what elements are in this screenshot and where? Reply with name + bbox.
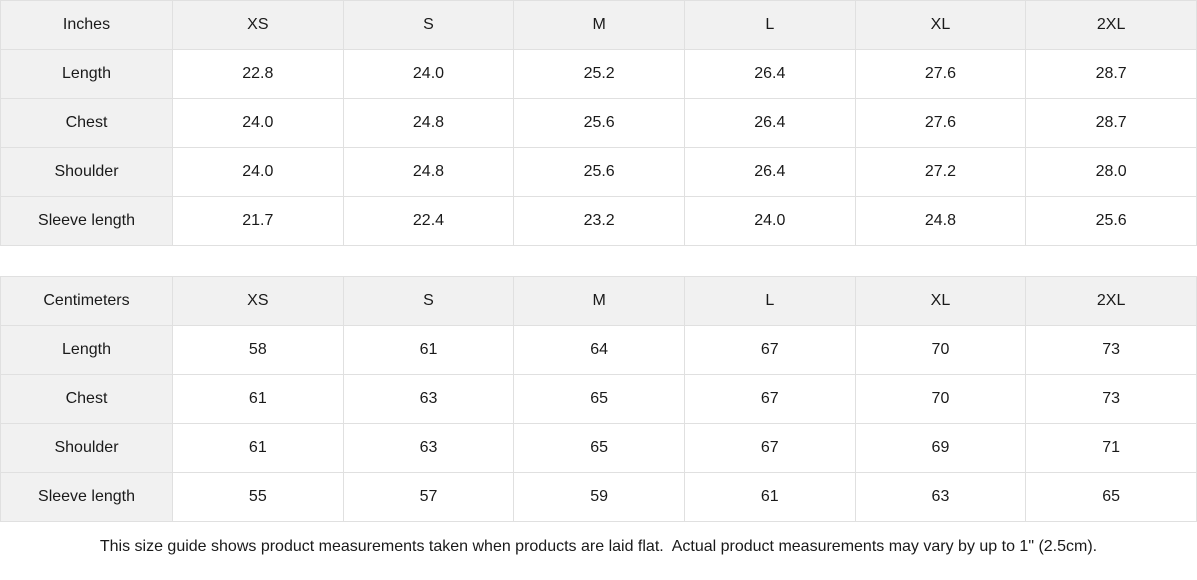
unit-header-cell: Inches [0, 0, 173, 50]
measurement-value-cell: 70 [854, 325, 1027, 375]
measurement-value-cell: 24.8 [342, 98, 515, 148]
size-header-cell: XS [172, 276, 344, 326]
measurement-value-cell: 61 [683, 472, 856, 522]
header-row: Centimeters XS S M L XL 2XL [0, 276, 1197, 326]
unit-header-cell: Centimeters [0, 276, 173, 326]
size-header-cell: M [513, 276, 685, 326]
measurement-value-cell: 61 [172, 423, 344, 473]
measurement-value-cell: 25.6 [1025, 196, 1197, 246]
table-row: Sleeve length 55 57 59 61 63 65 [0, 472, 1197, 522]
measurement-value-cell: 24.0 [342, 49, 515, 99]
measurement-value-cell: 28.0 [1025, 147, 1197, 197]
size-header-cell: L [683, 0, 856, 50]
measurement-value-cell: 28.7 [1025, 98, 1197, 148]
table-row: Shoulder 24.0 24.8 25.6 26.4 27.2 28.0 [0, 147, 1197, 197]
measurement-label-cell: Chest [0, 374, 173, 424]
size-header-cell: 2XL [1025, 0, 1197, 50]
measurement-value-cell: 55 [172, 472, 344, 522]
measurement-value-cell: 63 [854, 472, 1027, 522]
measurement-value-cell: 61 [342, 325, 515, 375]
measurement-value-cell: 26.4 [683, 147, 856, 197]
measurement-value-cell: 67 [683, 374, 856, 424]
table-row: Length 58 61 64 67 70 73 [0, 325, 1197, 375]
table-row: Length 22.8 24.0 25.2 26.4 27.6 28.7 [0, 49, 1197, 99]
measurement-value-cell: 70 [854, 374, 1027, 424]
measurement-value-cell: 24.0 [172, 147, 344, 197]
measurement-label-cell: Chest [0, 98, 173, 148]
measurement-value-cell: 73 [1025, 374, 1197, 424]
size-header-cell: S [342, 0, 515, 50]
measurement-value-cell: 22.8 [172, 49, 344, 99]
measurement-value-cell: 59 [513, 472, 685, 522]
measurement-label-cell: Length [0, 49, 173, 99]
table-row: Chest 61 63 65 67 70 73 [0, 374, 1197, 424]
measurement-value-cell: 67 [683, 325, 856, 375]
measurement-value-cell: 26.4 [683, 49, 856, 99]
measurement-value-cell: 22.4 [342, 196, 515, 246]
measurement-value-cell: 21.7 [172, 196, 344, 246]
measurement-label-cell: Length [0, 325, 173, 375]
centimeters-size-table: Centimeters XS S M L XL 2XL Length 58 61 64 67 70 73 C… [0, 276, 1197, 522]
size-header-cell: S [342, 276, 515, 326]
size-header-cell: XS [172, 0, 344, 50]
measurement-label-cell: Sleeve length [0, 196, 173, 246]
measurement-value-cell: 24.0 [172, 98, 344, 148]
measurement-value-cell: 24.0 [683, 196, 856, 246]
measurement-value-cell: 65 [1025, 472, 1197, 522]
measurement-value-cell: 65 [513, 374, 685, 424]
measurement-value-cell: 67 [683, 423, 856, 473]
measurement-value-cell: 69 [854, 423, 1027, 473]
measurement-value-cell: 25.6 [513, 147, 685, 197]
measurement-value-cell: 61 [172, 374, 344, 424]
size-header-cell: XL [854, 0, 1027, 50]
measurement-value-cell: 25.2 [513, 49, 685, 99]
measurement-value-cell: 63 [342, 374, 515, 424]
measurement-label-cell: Shoulder [0, 423, 173, 473]
table-row: Sleeve length 21.7 22.4 23.2 24.0 24.8 25.6 [0, 196, 1197, 246]
size-header-cell: L [683, 276, 856, 326]
measurement-value-cell: 27.6 [854, 49, 1027, 99]
measurement-value-cell: 65 [513, 423, 685, 473]
header-row: Inches XS S M L XL 2XL [0, 0, 1197, 50]
size-header-cell: 2XL [1025, 276, 1197, 326]
measurement-value-cell: 27.2 [854, 147, 1027, 197]
measurement-label-cell: Sleeve length [0, 472, 173, 522]
inches-size-table: Inches XS S M L XL 2XL Length 22.8 24.0 25.2 26.4 27… [0, 0, 1197, 246]
measurement-value-cell: 24.8 [342, 147, 515, 197]
measurement-value-cell: 26.4 [683, 98, 856, 148]
size-header-cell: XL [854, 276, 1027, 326]
measurement-label-cell: Shoulder [0, 147, 173, 197]
measurement-value-cell: 25.6 [513, 98, 685, 148]
measurement-value-cell: 71 [1025, 423, 1197, 473]
measurement-value-cell: 64 [513, 325, 685, 375]
table-row: Shoulder 61 63 65 67 69 71 [0, 423, 1197, 473]
table-gap [0, 246, 1197, 276]
measurement-value-cell: 63 [342, 423, 515, 473]
measurement-value-cell: 28.7 [1025, 49, 1197, 99]
measurement-value-cell: 23.2 [513, 196, 685, 246]
size-header-cell: M [513, 0, 685, 50]
measurement-value-cell: 24.8 [854, 196, 1027, 246]
measurement-value-cell: 73 [1025, 325, 1197, 375]
measurement-value-cell: 27.6 [854, 98, 1027, 148]
size-guide-disclaimer: This size guide shows product measuremen… [0, 522, 1197, 572]
table-row: Chest 24.0 24.8 25.6 26.4 27.6 28.7 [0, 98, 1197, 148]
measurement-value-cell: 58 [172, 325, 344, 375]
measurement-value-cell: 57 [342, 472, 515, 522]
